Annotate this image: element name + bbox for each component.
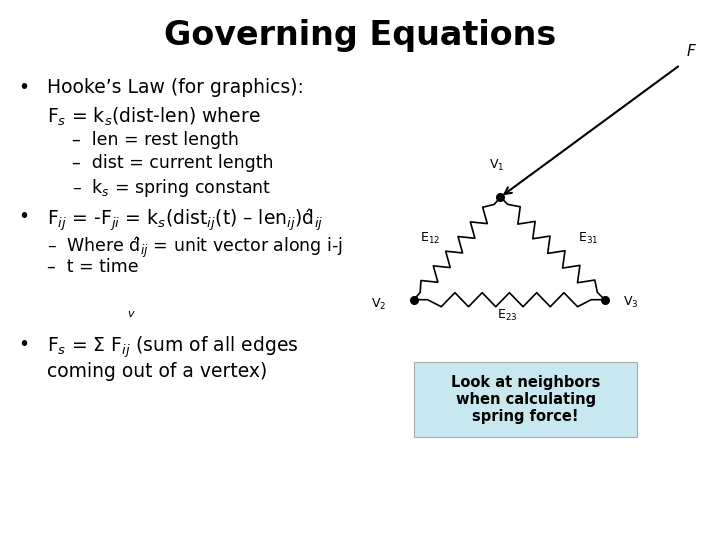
Text: –  t = time: – t = time [47, 258, 138, 275]
Text: coming out of a vertex): coming out of a vertex) [47, 362, 267, 381]
Text: –  len = rest length: – len = rest length [72, 131, 239, 149]
Text: E$_{23}$: E$_{23}$ [498, 308, 518, 323]
Text: –  Where d̂$_{ij}$ = unit vector along i-j: – Where d̂$_{ij}$ = unit vector along i-… [47, 235, 343, 260]
Text: •: • [18, 335, 29, 354]
Text: –  k$_s$ = spring constant: – k$_s$ = spring constant [72, 177, 271, 199]
Text: –  dist = current length: – dist = current length [72, 154, 274, 172]
Text: F: F [686, 44, 695, 59]
Text: F$_s$ = k$_s$(dist-len) where: F$_s$ = k$_s$(dist-len) where [47, 105, 261, 127]
Text: v: v [127, 308, 133, 319]
Text: V$_2$: V$_2$ [372, 296, 387, 312]
Text: V$_1$: V$_1$ [489, 158, 505, 173]
Text: Hooke’s Law (for graphics):: Hooke’s Law (for graphics): [47, 78, 304, 97]
Text: V$_3$: V$_3$ [623, 295, 639, 310]
Text: E$_{12}$: E$_{12}$ [420, 231, 440, 246]
Text: Governing Equations: Governing Equations [164, 19, 556, 52]
Text: Look at neighbors
when calculating
spring force!: Look at neighbors when calculating sprin… [451, 375, 600, 424]
FancyBboxPatch shape [414, 362, 637, 437]
Text: F$_{ij}$ = -F$_{ji}$ = k$_s$(dist$_{ij}$(t) – len$_{ij}$)d̂$_{ij}$: F$_{ij}$ = -F$_{ji}$ = k$_s$(dist$_{ij}$… [47, 207, 323, 233]
Text: F$_s$ = Σ F$_{ij}$ (sum of all edges: F$_s$ = Σ F$_{ij}$ (sum of all edges [47, 335, 298, 360]
Text: •: • [18, 207, 29, 226]
Text: E$_{31}$: E$_{31}$ [578, 231, 598, 246]
Text: •: • [18, 78, 29, 97]
